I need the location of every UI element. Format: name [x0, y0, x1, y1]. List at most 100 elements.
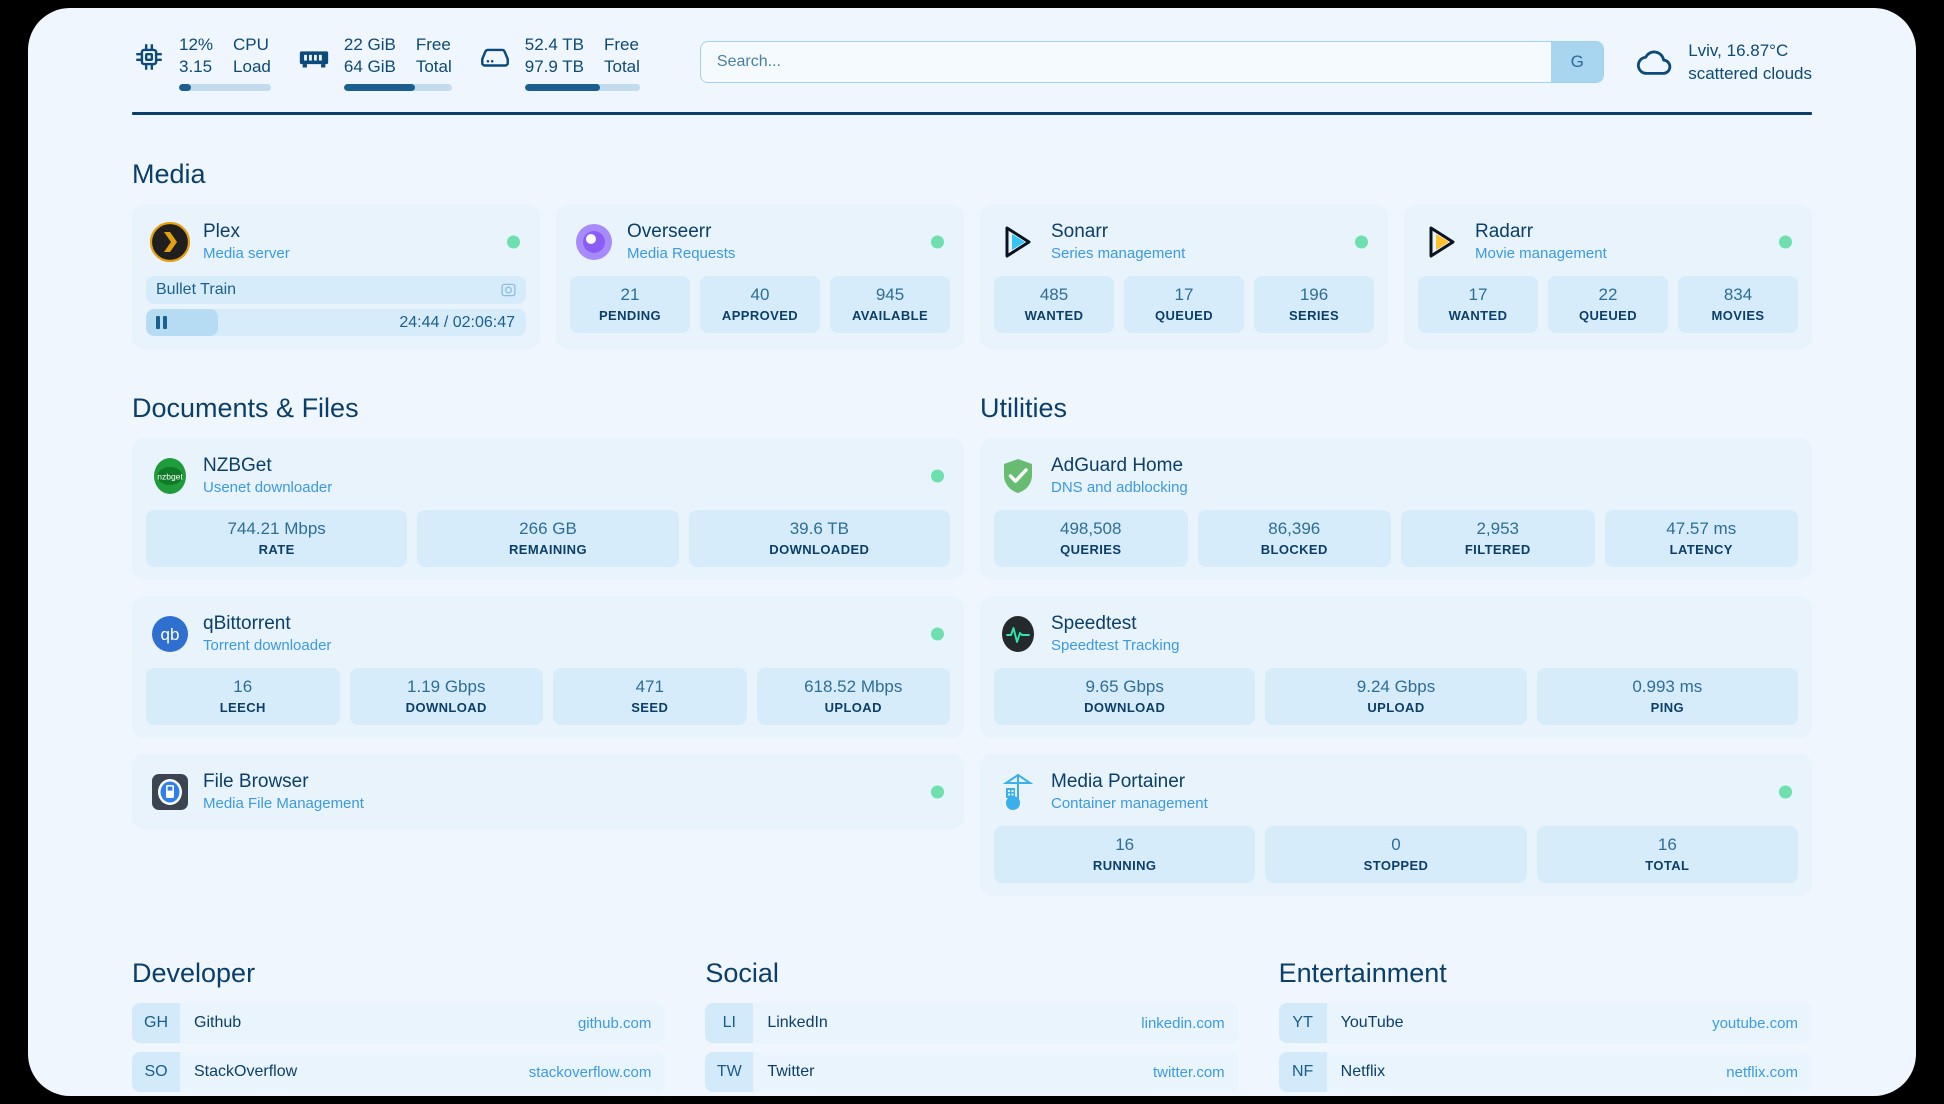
bookmark-item[interactable]: GH Github github.com: [132, 1003, 666, 1043]
stat-movies: 834 MOVIES: [1678, 276, 1798, 333]
stat-ping: 0.993 ms PING: [1536, 668, 1798, 725]
sonarr-status-dot: [1355, 235, 1368, 248]
stat-filtered: 2,953 FILTERED: [1401, 510, 1595, 567]
disk-total-value: 97.9 TB: [524, 56, 584, 76]
stat-value: 196: [1299, 285, 1329, 304]
stat-label: DOWNLOAD: [1084, 700, 1166, 715]
adguard-header: AdGuard Home DNS and adblocking: [994, 451, 1798, 500]
dashboard-window: 12% 3.15 CPU Load: [28, 8, 1916, 1096]
bookmark-item[interactable]: TW Twitter twitter.com: [705, 1052, 1239, 1092]
disk-free-value: 52.4 TB: [524, 34, 584, 54]
service-card-plex[interactable]: Plex Media server Bullet Train: [132, 204, 540, 349]
stat-label: UPLOAD: [824, 700, 882, 715]
bookmark-group-title: Social: [705, 958, 779, 988]
adguard-subtitle: DNS and adblocking: [1051, 479, 1188, 496]
stat-available: 945 AVAILABLE: [830, 276, 950, 333]
stat-value: 471: [635, 677, 664, 696]
qbittorrent-subtitle: Torrent downloader: [203, 637, 332, 654]
stat-value: 9.24 Gbps: [1356, 677, 1436, 696]
stat-running: 16 RUNNING: [994, 826, 1256, 883]
bookmark-url: github.com: [577, 1014, 652, 1032]
weather-condition: scattered clouds: [1688, 64, 1812, 83]
utilities-column: Utilities AdGuard Home DNS and adblockin…: [980, 349, 1812, 896]
plex-icon: [150, 221, 190, 262]
stat-value: 945: [875, 285, 905, 304]
stat-upload: 9.24 Gbps UPLOAD: [1265, 668, 1527, 725]
stat-label: SEED: [631, 700, 669, 715]
sonarr-subtitle: Series management: [1051, 245, 1186, 262]
memory-label-bottom: Total: [415, 56, 452, 76]
stat-value: 498,508: [1060, 519, 1122, 538]
overseerr-header: Overseerr Media Requests: [570, 217, 950, 266]
weather-temperature: Lviv, 16.87°C: [1688, 41, 1789, 60]
radarr-status-dot: [1779, 235, 1792, 248]
stat-value: 16: [1657, 835, 1677, 854]
adguard-name: AdGuard Home: [1051, 455, 1184, 476]
stat-value: 39.6 TB: [789, 519, 849, 538]
stat-approved: 40 APPROVED: [700, 276, 820, 333]
service-card-nzbget[interactable]: nzbget NZBGet Usenet downloader 744.21 M…: [132, 438, 964, 580]
stat-remaining: 266 GB REMAINING: [417, 510, 679, 567]
stat-queued: 22 QUEUED: [1548, 276, 1668, 333]
service-card-overseerr[interactable]: Overseerr Media Requests 21 PENDING 40 A…: [556, 204, 964, 349]
stat-value: 618.52 Mbps: [804, 677, 903, 696]
cpu-label-bottom: Load: [233, 56, 271, 76]
service-card-speedtest[interactable]: Speedtest Speedtest Tracking 9.65 Gbps D…: [980, 596, 1812, 738]
nzbget-icon: nzbget: [150, 456, 190, 496]
cpu-label-top: CPU: [233, 34, 269, 54]
cast-icon[interactable]: [500, 282, 517, 299]
adguard-icon: [998, 456, 1038, 496]
stat-value: 22: [1598, 285, 1618, 304]
plex-now-playing-title: Bullet Train: [156, 281, 237, 298]
service-card-sonarr[interactable]: Sonarr Series management 485 WANTED 17 Q…: [980, 204, 1388, 349]
stat-queued: 17 QUEUED: [1124, 276, 1244, 333]
stat-blocked: 86,396 BLOCKED: [1197, 510, 1391, 567]
search-bar[interactable]: G: [699, 41, 1605, 83]
stat-value: 16: [233, 677, 253, 696]
sonarr-header: Sonarr Series management: [994, 217, 1374, 266]
portainer-subtitle: Container management: [1051, 795, 1208, 812]
header-bar: 12% 3.15 CPU Load: [28, 8, 1916, 94]
stat-label: STOPPED: [1363, 858, 1429, 873]
bookmark-item[interactable]: YT YouTube youtube.com: [1278, 1003, 1812, 1043]
pause-icon[interactable]: [156, 316, 167, 329]
svg-text:qb: qb: [161, 625, 180, 644]
stat-label: WANTED: [1024, 308, 1084, 323]
bookmark-abbr: LI: [705, 1003, 754, 1043]
adguard-stats: 498,508 QUERIES 86,396 BLOCKED 2,953 FIL…: [994, 510, 1798, 567]
service-card-radarr[interactable]: Radarr Movie management 17 WANTED 22 QUE…: [1404, 204, 1812, 349]
bookmark-item[interactable]: NF Netflix netflix.com: [1278, 1052, 1812, 1092]
disk-label-bottom: Total: [604, 56, 640, 76]
speedtest-header: Speedtest Speedtest Tracking: [994, 609, 1798, 658]
nzbget-subtitle: Usenet downloader: [203, 479, 333, 496]
stat-label: TOTAL: [1645, 858, 1690, 873]
overseerr-stats: 21 PENDING 40 APPROVED 945 AVAILABLE: [570, 276, 950, 333]
nzbget-status-dot: [931, 469, 944, 482]
stat-value: 86,396: [1268, 519, 1321, 538]
service-card-qbittorrent[interactable]: qb qBittorrent Torrent downloader 16 LEE…: [132, 596, 964, 738]
stat-label: DOWNLOAD: [405, 700, 487, 715]
stat-upload: 618.52 Mbps UPLOAD: [756, 668, 950, 725]
plex-subtitle: Media server: [203, 245, 290, 262]
stat-total: 16 TOTAL: [1536, 826, 1798, 883]
portainer-stats: 16 RUNNING 0 STOPPED 16 TOTAL: [994, 826, 1798, 883]
cpu-usage-value: 12%: [179, 34, 214, 54]
stat-value: 21: [620, 285, 640, 304]
service-card-filebrowser[interactable]: File Browser Media File Management: [132, 754, 964, 829]
service-card-adguard[interactable]: AdGuard Home DNS and adblocking 498,508 …: [980, 438, 1812, 580]
bookmark-group-social: Social LI LinkedIn linkedin.com TW Twitt…: [705, 958, 1239, 1096]
stat-downloaded: 39.6 TB DOWNLOADED: [688, 510, 950, 567]
bookmark-item[interactable]: LI LinkedIn linkedin.com: [705, 1003, 1239, 1043]
section-title-media: Media: [132, 159, 206, 189]
resource-cpu: 12% 3.15 CPU Load: [132, 34, 271, 91]
stat-label: AVAILABLE: [851, 308, 929, 323]
search-engine-button[interactable]: G: [1551, 42, 1604, 82]
service-card-portainer[interactable]: Media Portainer Container management 16 …: [980, 754, 1812, 896]
overseerr-icon: [574, 222, 614, 262]
radarr-stats: 17 WANTED 22 QUEUED 834 MOVIES: [1418, 276, 1798, 333]
search-input[interactable]: [700, 42, 1552, 82]
stat-label: REMAINING: [508, 542, 587, 557]
portainer-header: Media Portainer Container management: [994, 767, 1798, 816]
plex-progress-bar[interactable]: 24:44 / 02:06:47: [146, 309, 526, 336]
bookmark-item[interactable]: SO StackOverflow stackoverflow.com: [132, 1052, 666, 1092]
